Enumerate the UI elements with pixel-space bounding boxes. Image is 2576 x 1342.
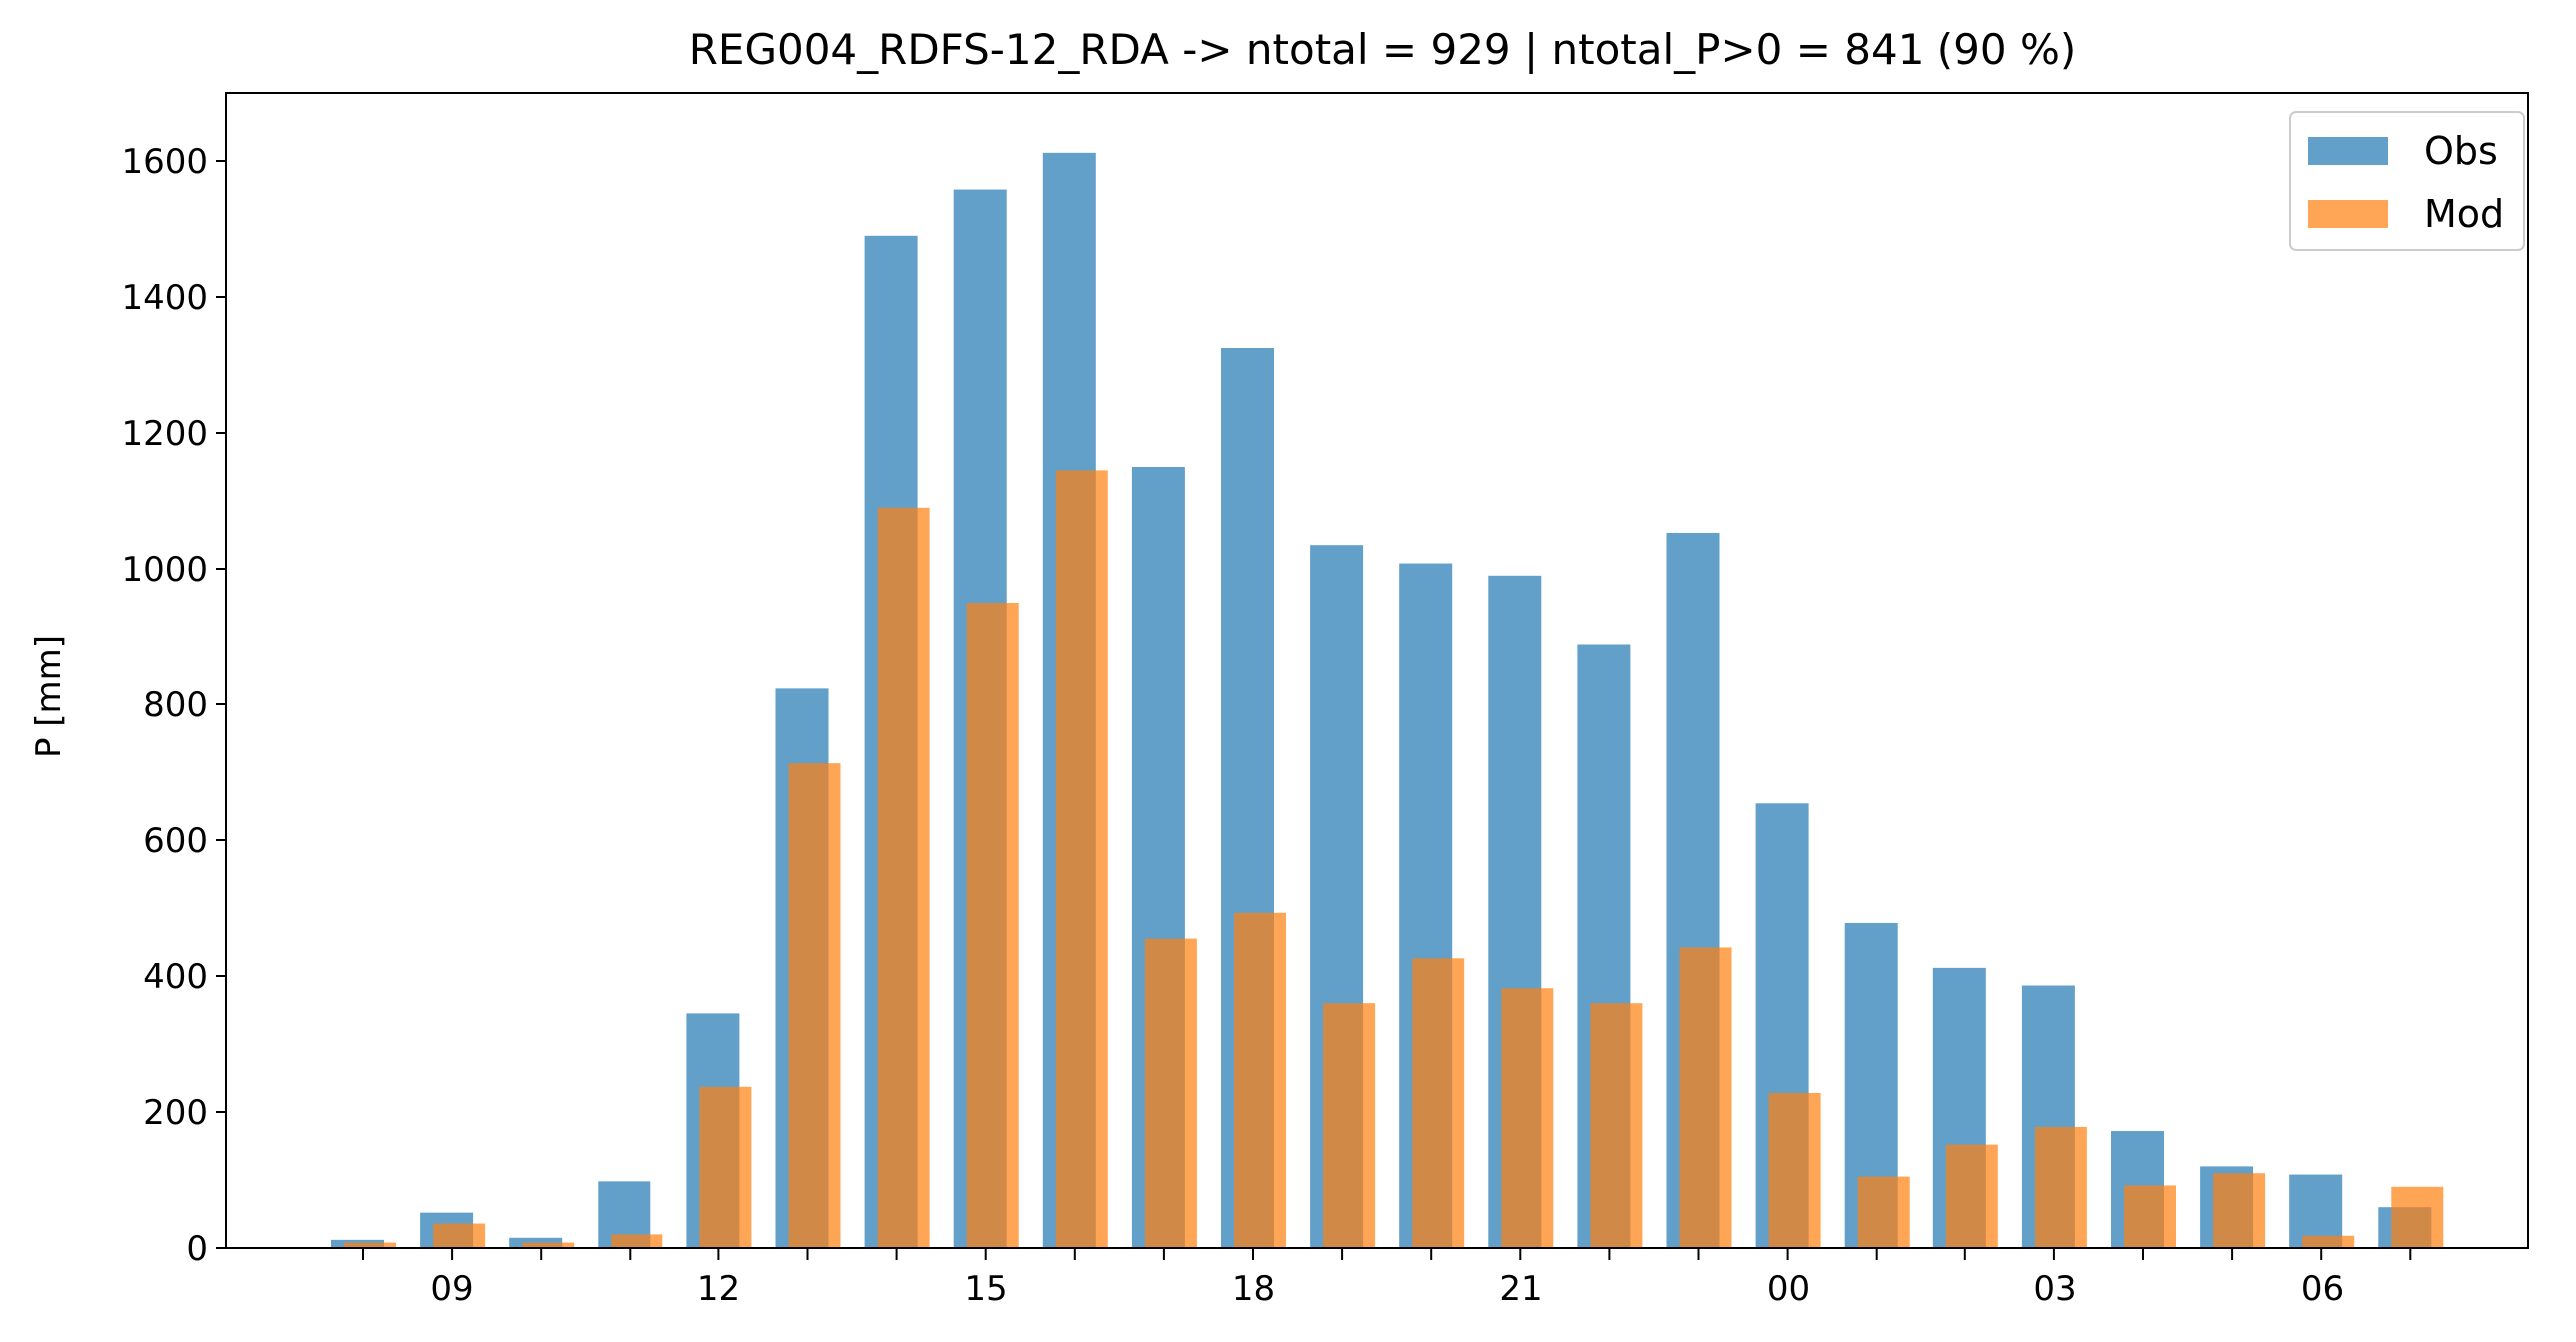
x-tick-label-21: 21 bbox=[1499, 1269, 1542, 1309]
plot-frame bbox=[225, 92, 2529, 1249]
bars-group bbox=[331, 152, 2444, 1249]
y-tick-label-800: 800 bbox=[143, 685, 208, 725]
bar-mod-15 bbox=[966, 603, 1019, 1248]
chart-title: REG004_RDFS-12_RDA -> ntotal = 929 | nto… bbox=[689, 25, 2077, 74]
bar-mod-04 bbox=[2124, 1185, 2176, 1248]
bar-mod-17 bbox=[1144, 938, 1197, 1248]
legend-label-mod: Mod bbox=[2424, 192, 2504, 236]
bar-mod-12 bbox=[699, 1086, 752, 1248]
x-tick-label-00: 00 bbox=[1767, 1269, 1810, 1309]
bar-mod-02 bbox=[1945, 1144, 1998, 1248]
x-axis: 09 12 15 18 21 00 03 06 bbox=[362, 1248, 2412, 1309]
y-tick-label-1000: 1000 bbox=[121, 550, 208, 590]
y-axis: 0 200 400 600 800 1000 1200 1400 1600 bbox=[121, 142, 226, 1269]
bar-mod-16 bbox=[1055, 470, 1108, 1248]
x-tick-label-15: 15 bbox=[964, 1269, 1007, 1309]
legend-swatch-obs bbox=[2308, 137, 2388, 165]
y-axis-label: P [mm] bbox=[29, 635, 69, 758]
x-tick-label-12: 12 bbox=[697, 1269, 740, 1309]
bar-mod-08 bbox=[344, 1242, 396, 1248]
bar-mod-09 bbox=[433, 1223, 486, 1248]
bar-mod-10 bbox=[522, 1242, 575, 1248]
y-tick-label-1400: 1400 bbox=[121, 278, 208, 318]
bar-mod-19 bbox=[1323, 1003, 1376, 1248]
bar-mod-01 bbox=[1857, 1176, 1910, 1248]
y-tick-label-0: 0 bbox=[186, 1229, 208, 1269]
x-tick-label-06: 06 bbox=[2301, 1269, 2344, 1309]
bar-mod-05 bbox=[2213, 1173, 2266, 1248]
bar-mod-03 bbox=[2034, 1126, 2087, 1248]
y-tick-label-600: 600 bbox=[143, 821, 208, 861]
y-tick-label-1600: 1600 bbox=[121, 142, 208, 182]
bar-mod-18 bbox=[1234, 912, 1286, 1248]
bar-mod-11 bbox=[611, 1234, 663, 1248]
x-tick-label-03: 03 bbox=[2033, 1269, 2076, 1309]
bar-mod-00 bbox=[1768, 1092, 1821, 1248]
bar-mod-20 bbox=[1412, 958, 1465, 1248]
x-tick-label-09: 09 bbox=[430, 1269, 473, 1309]
bar-mod-23 bbox=[1679, 947, 1732, 1248]
bar-mod-13 bbox=[788, 763, 841, 1248]
bar-mod-07 bbox=[2391, 1186, 2444, 1248]
bar-mod-06 bbox=[2302, 1235, 2355, 1248]
bar-mod-21 bbox=[1501, 988, 1554, 1248]
legend-swatch-mod bbox=[2308, 200, 2388, 228]
bar-mod-22 bbox=[1590, 1003, 1643, 1248]
x-tick-label-18: 18 bbox=[1232, 1269, 1275, 1309]
legend-label-obs: Obs bbox=[2424, 129, 2498, 173]
legend: Obs Mod bbox=[2289, 111, 2525, 251]
bar-mod-14 bbox=[877, 507, 930, 1248]
y-tick-label-200: 200 bbox=[143, 1093, 208, 1133]
y-tick-label-400: 400 bbox=[143, 957, 208, 997]
y-tick-label-1200: 1200 bbox=[121, 414, 208, 454]
